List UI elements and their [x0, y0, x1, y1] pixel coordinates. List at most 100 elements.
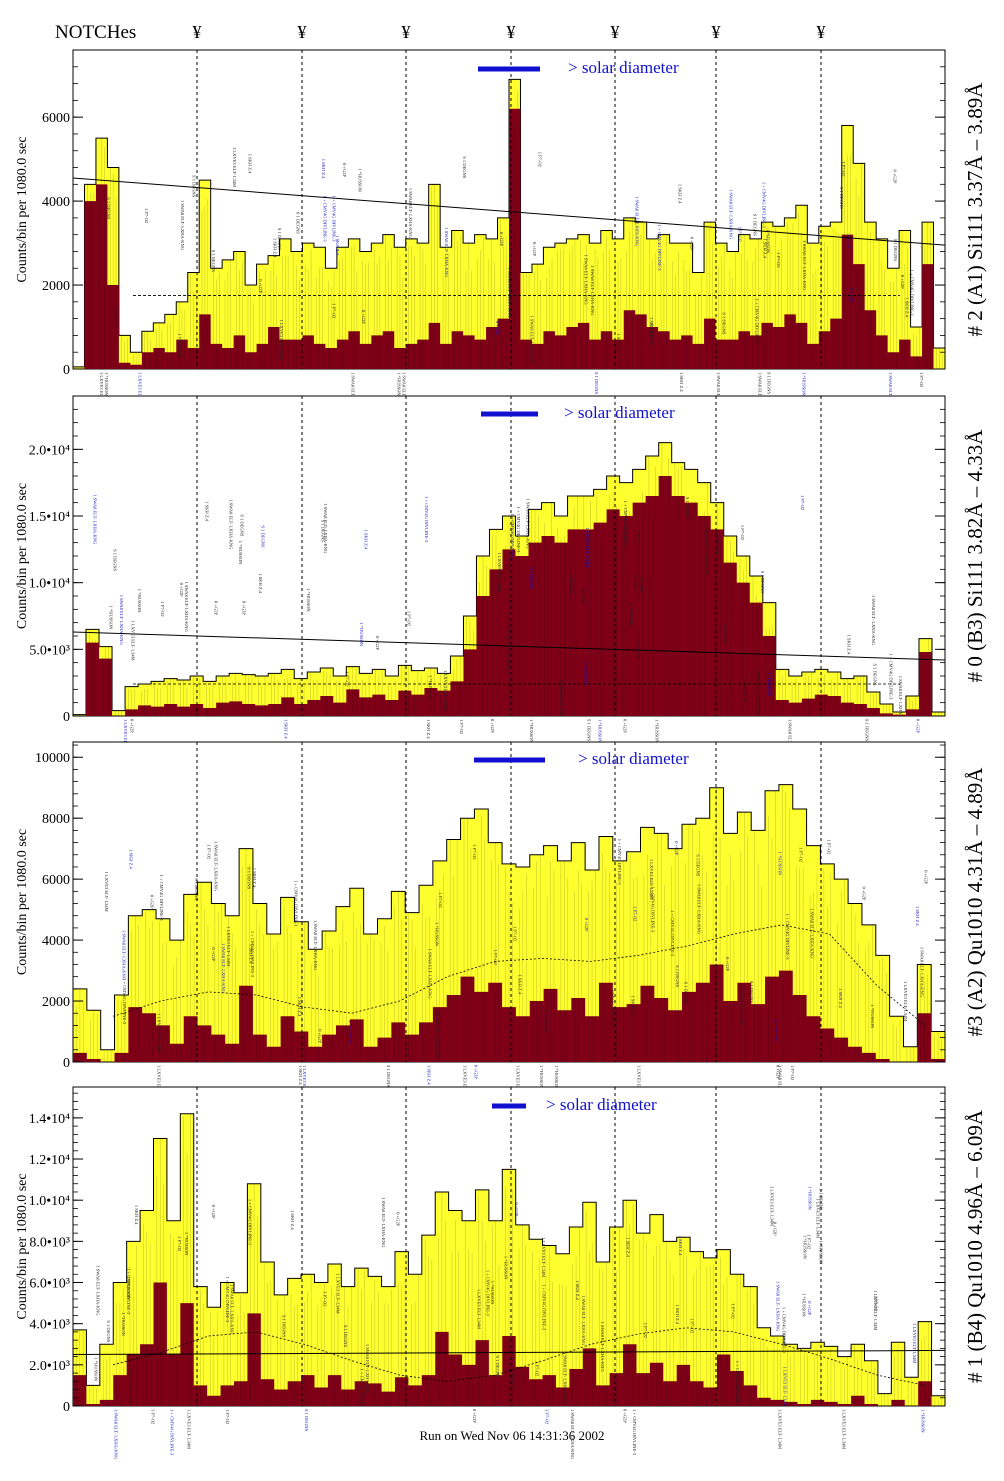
y-axis-label: Counts/bin per 1080.0 sec: [15, 136, 30, 282]
line-annotation: 1 P7-O2: [799, 847, 804, 862]
line-annotation: 1 SWA8 ELT- LXHA-KNG: [590, 266, 595, 317]
line-annotation: S 1 DEGNS: [529, 567, 534, 590]
line-annotation: 1 P7-O2: [512, 926, 517, 941]
line-annotation: 1 *HUSSON: [742, 678, 747, 702]
y-tick-label: 5.0•10³: [29, 643, 70, 658]
line-annotation: 1 SWA8 ELT- LXHA-KNG: [119, 595, 124, 646]
line-annotation: 1 *HUSSON: [636, 635, 641, 659]
line-annotation: S 1 DEGNS: [304, 1409, 309, 1432]
panel-title: # 2 (A1) Si111 3.37Å – 3.89Å: [963, 82, 987, 337]
line-annotation: 0 +G2P: [318, 1029, 323, 1043]
line-annotation: 1 *HUSSON: [583, 662, 588, 686]
line-annotation: 1 *HUSSON: [654, 719, 659, 743]
line-annotation: S 1 DEGNS: [695, 854, 700, 877]
line-annotation: 1 + CMV4G DIVLINE-3: [541, 1284, 546, 1331]
line-annotation: 0 +G2P: [772, 1222, 777, 1236]
line-annotation: 1 SWA8 ELT- LXHA-KNG: [313, 920, 318, 971]
line-annotation: 0 +G2P: [211, 947, 216, 961]
y-tick-label: 10000: [35, 751, 70, 766]
panel-3: 1 SWA8 ELT- LXHA-KNG 1 *HUSSON 1 SWA8 ELT-…: [15, 1086, 987, 1460]
line-annotation: 1 P7-O2: [535, 1361, 540, 1376]
line-annotation: 1 LXVE3 ELT- L34M: [138, 372, 143, 412]
panel-2: 0 +G2P 1 LXVE3 ELT- L34M 1 + CMV4G DIVLINE…: [15, 741, 987, 1116]
line-annotation: 1 *HUSSON: [597, 719, 602, 743]
y-tick-label: 0: [63, 1056, 70, 1071]
line-annotation: 1 SKH Z.4: [649, 317, 654, 337]
line-annotation: S 1 DEGNS: [246, 867, 251, 890]
line-annotation: S 1 DEGNS: [191, 175, 196, 198]
line-annotation: 1 *HUSSON: [767, 672, 772, 696]
line-annotation: 1 P7-O2: [919, 372, 924, 387]
line-annotation: 1 SKH Z.4: [616, 334, 621, 354]
line-annotation: 0 +G2P: [472, 1409, 477, 1423]
line-annotation: 1 SWA8 ELT- LXHA-KNG: [729, 189, 734, 240]
notch-marker: ¥: [298, 22, 307, 42]
line-annotation: 1 SKH Z.4: [113, 307, 118, 327]
y-tick-label: 1.2•10⁴: [29, 1153, 70, 1168]
line-annotation: S 1 DEGNS: [239, 514, 244, 537]
line-annotation: 1 P7-O2: [493, 950, 498, 965]
line-annotation: 1 *HUSSON: [802, 1293, 807, 1317]
line-annotation: 1 SKH Z.4: [510, 1369, 515, 1389]
line-annotation: S 1 DEGNS: [872, 663, 877, 686]
line-annotation: 1 LXVE3 ELT- L34M: [585, 527, 590, 567]
line-annotation: 1 SWA8 ELT- LXHA-KNG: [381, 1197, 386, 1248]
line-annotation: 1 + CMV4G DIVLINE-3: [122, 978, 127, 1025]
line-annotation: 1 LXVE3 ELT- L34M: [462, 1065, 467, 1105]
line-annotation: 1 SWA8 ELT- LXHA-KNG: [583, 255, 588, 306]
line-annotation: 0 +G2P: [690, 237, 695, 251]
line-annotation: S 1 DEGNS: [282, 1315, 287, 1338]
line-annotation: 1 SKH Z.4: [252, 868, 257, 888]
line-annotation: 1 SWA8 ELT- LXHA-KNG: [529, 315, 534, 366]
line-annotation: 1 *HUSSON: [870, 1004, 875, 1028]
line-annotation: 1 *HUSSON: [801, 372, 806, 396]
y-axis-label: Counts/bin per 1080.0 sec: [15, 483, 30, 629]
notch-marker: ¥: [193, 22, 202, 42]
line-annotation: 0 +G2P: [490, 719, 495, 733]
line-annotation: 1 P7-O2: [841, 161, 846, 176]
line-annotation: 1 + CMV4G DIVLINE-3: [516, 506, 521, 553]
panel-1: S 1 DEGNS S 1 DEGNS 1 *HUSSON 1 *HUSSON 1 LX…: [15, 395, 987, 770]
line-annotation: 0 +G2P: [916, 719, 921, 733]
notch-marker: ¥: [611, 22, 620, 42]
legend-text: > solar diameter: [546, 1095, 657, 1114]
line-annotation: S 1 DEGNS: [462, 156, 467, 179]
line-annotation: 1 SKH Z.4: [297, 997, 302, 1017]
series-subtracted-area: [73, 108, 945, 369]
line-annotation: 1 + CMV4G DIVLINE-3: [294, 880, 299, 927]
line-annotation: 1 *HUSSON: [503, 1256, 508, 1280]
line-annotation: 1 SKH Z.4: [290, 1210, 295, 1230]
line-annotation: 1 LXVE3 ELT- L34M: [131, 621, 136, 661]
line-annotation: 1 *HUSSON: [396, 372, 401, 396]
line-annotation: 1 SKH Z.4: [518, 974, 523, 994]
line-annotation: S 1 DEGNS: [587, 719, 592, 742]
y-axis-label: Counts/bin per 1080.0 sec: [15, 829, 30, 975]
line-annotation: 0 +G2P: [214, 601, 219, 615]
line-annotation: 1 SWA8 ELT- LXHA-KNG: [562, 1352, 567, 1403]
line-annotation: 1 P7-O2: [545, 1409, 550, 1424]
line-annotation: S 1 DEGNS: [296, 212, 301, 235]
line-annotation: S 1 DEGNS: [766, 372, 771, 395]
panel-title: #3 (A2) Qu1010 4.31Å – 4.89Å: [963, 767, 987, 1037]
line-annotation: 1 LXVE3 ELT- L34M: [104, 872, 109, 912]
line-annotation: 1 SWA8 ELT- LXHA-KNG: [506, 623, 511, 674]
line-annotation: 1 SKH Z.4: [678, 1236, 683, 1256]
line-annotation: 1 SWA8 ELT- LXHA-KNG: [323, 503, 328, 554]
line-annotation: 1 SWA8 ELT- LXHA-KNG: [93, 494, 98, 545]
line-annotation: S 1 DEGNS: [544, 1010, 549, 1033]
run-timestamp: Run on Wed Nov 06 14:31:36 2002: [419, 1428, 604, 1443]
notch-marker: ¥: [507, 22, 516, 42]
legend-text: > solar diameter: [578, 749, 689, 768]
line-annotation: S 1 DEGNS: [211, 250, 216, 273]
line-annotation: 1 SKH Z.4: [283, 719, 288, 739]
line-annotation: 0 +G2P: [258, 279, 263, 293]
line-annotation: 1 P7-O2: [225, 1409, 230, 1424]
line-annotation: S 1 DEGNS: [864, 719, 869, 742]
line-annotation: 1 SKH Z.4: [427, 1065, 432, 1085]
line-annotation: 0 +G2P: [623, 719, 628, 733]
line-annotation: 1 *HUSSON: [137, 589, 142, 613]
line-annotation: 1 LXVE3 ELT- L34M: [128, 1364, 133, 1404]
line-annotation: 1 LXVE3 ELT- L34M: [226, 926, 231, 966]
legend-text: > solar diameter: [564, 403, 675, 422]
